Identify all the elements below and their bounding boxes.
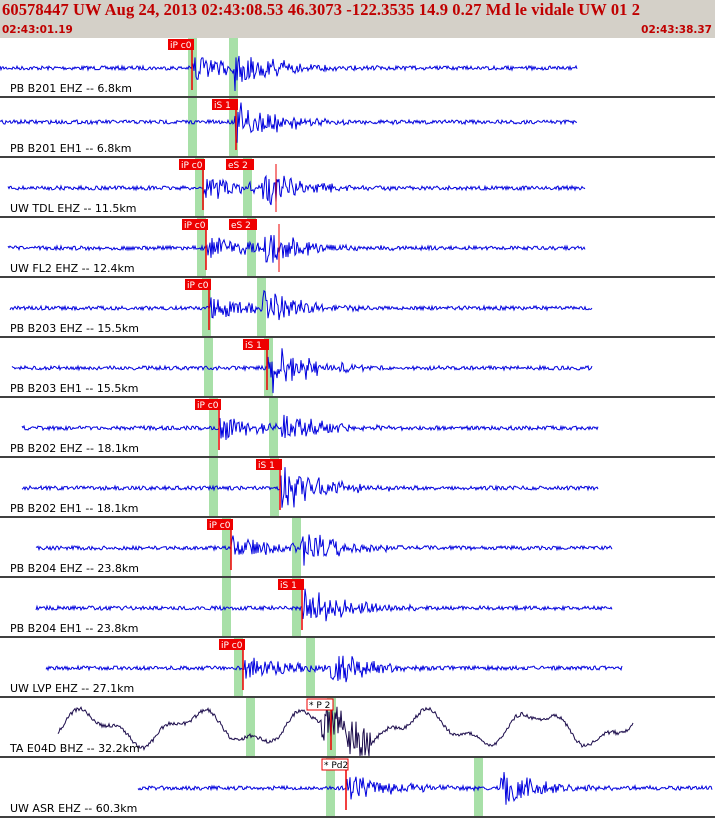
pick2-label-bg [229, 219, 257, 230]
pick2-label: eS 2 [231, 221, 251, 231]
s-window-band [229, 38, 238, 96]
waveform [35, 534, 613, 566]
trace-row: iP c0 PB B202 EHZ -- 18.1km [0, 398, 715, 458]
trace-row: * Pd2 UW ASR EHZ -- 60.3km [0, 758, 715, 818]
pick-label-bg [243, 339, 269, 350]
p-window-band [246, 698, 255, 756]
s-window-band [243, 158, 252, 216]
station-label: UW LVP EHZ -- 27.1km [10, 682, 134, 695]
p-window-band [188, 98, 197, 156]
station-label: PB B204 EHZ -- 23.8km [10, 562, 139, 575]
trace-row: * P 2 TA E04D BHZ -- 32.2km [0, 698, 715, 758]
pick-label: iS 1 [245, 341, 262, 351]
pick-label: iP c0 [170, 41, 192, 51]
station-label: UW TDL EHZ -- 11.5km [10, 202, 137, 215]
pick-label-bg [321, 758, 349, 771]
window-end-time: 02:43:38.37 [641, 24, 712, 36]
station-label: PB B201 EHZ -- 6.8km [10, 82, 132, 95]
station-label: TA E04D BHZ -- 32.2km [9, 742, 140, 755]
pick-label: iP c0 [197, 401, 219, 411]
pick-label: iP c0 [181, 161, 203, 171]
event-title: 60578447 UW Aug 24, 2013 02:43:08.53 46.… [2, 0, 641, 19]
waveform [137, 772, 713, 805]
waveform [57, 700, 634, 757]
waveform [45, 655, 623, 683]
station-label: UW FL2 EHZ -- 12.4km [10, 262, 135, 275]
waveform [35, 588, 613, 622]
pick-label-bg [219, 639, 245, 650]
trace-row: iP c0 eS 2 UW TDL EHZ -- 11.5km [0, 158, 715, 218]
trace-row: iP c0 PB B201 EHZ -- 6.8km [0, 38, 715, 98]
pick-label-bg [168, 39, 194, 50]
seismogram-panel[interactable]: iP c0 PB B201 EHZ -- 6.8km iS 1 PB B201 EH1… [0, 38, 715, 818]
pick2-label-bg [226, 159, 254, 170]
waveform [7, 174, 586, 206]
waveform [9, 289, 593, 321]
waveform [0, 102, 577, 143]
pick-label-bg [212, 99, 238, 110]
p-window-band [204, 338, 213, 396]
pick-label-bg [179, 159, 205, 170]
station-label: PB B203 EHZ -- 15.5km [10, 322, 139, 335]
waveform [21, 467, 599, 508]
station-label: PB B201 EH1 -- 6.8km [10, 142, 131, 155]
pick-label: iP c0 [221, 641, 243, 651]
trace-row: iP c0 eS 2 UW FL2 EHZ -- 12.4km [0, 218, 715, 278]
pick2-label: eS 2 [228, 161, 248, 171]
pick-label-bg [256, 459, 282, 470]
s-window-band [292, 518, 301, 576]
pick-label: iP c0 [184, 221, 206, 231]
trace-row: iP c0 PB B204 EHZ -- 23.8km [0, 518, 715, 578]
pick-label: * Pd2 [324, 761, 348, 771]
p-window-band [222, 518, 231, 576]
pick-label: iP c0 [187, 281, 209, 291]
pick-label-bg [306, 698, 334, 711]
trace-row: iP c0 PB B203 EHZ -- 15.5km [0, 278, 715, 338]
waveform [7, 235, 586, 263]
waveform [21, 414, 599, 441]
station-label: PB B202 EH1 -- 18.1km [10, 502, 138, 515]
pick-label: * P 2 [309, 701, 330, 711]
pick-label-bg [207, 519, 233, 530]
pick-label: iS 1 [280, 581, 297, 591]
s-window-band [229, 98, 238, 156]
pick-label-bg [185, 279, 211, 290]
pick-label: iP c0 [209, 521, 231, 531]
station-label: PB B202 EHZ -- 18.1km [10, 442, 139, 455]
s-window-band [257, 278, 266, 336]
pick-label: iS 1 [258, 461, 275, 471]
pick-label-bg [182, 219, 208, 230]
pick-label: iS 1 [214, 101, 231, 111]
trace-row: iS 1 PB B203 EH1 -- 15.5km [0, 338, 715, 398]
station-label: PB B204 EH1 -- 23.8km [10, 622, 138, 635]
trace-row: iS 1 PB B204 EH1 -- 23.8km [0, 578, 715, 638]
trace-row: iP c0 UW LVP EHZ -- 27.1km [0, 638, 715, 698]
pick-label-bg [195, 399, 221, 410]
station-label: UW ASR EHZ -- 60.3km [10, 802, 137, 815]
window-start-time: 02:43:01.19 [2, 24, 73, 36]
waveform [11, 348, 593, 394]
station-label: PB B203 EH1 -- 15.5km [10, 382, 138, 395]
trace-row: iS 1 PB B201 EH1 -- 6.8km [0, 98, 715, 158]
pick-label-bg [278, 579, 304, 590]
waveform [0, 55, 578, 92]
trace-row: iS 1 PB B202 EH1 -- 18.1km [0, 458, 715, 518]
event-header: 60578447 UW Aug 24, 2013 02:43:08.53 46.… [0, 0, 715, 38]
